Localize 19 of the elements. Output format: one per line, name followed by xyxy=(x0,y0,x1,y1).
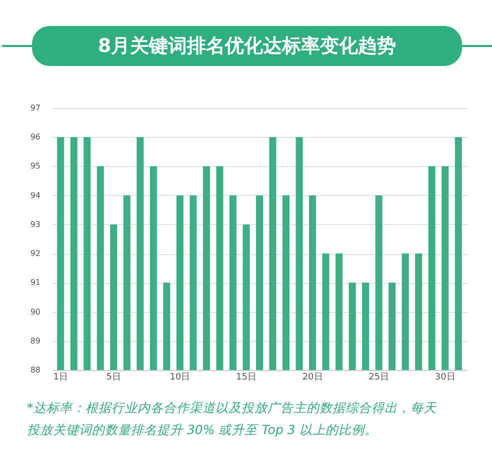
y-tick-label: 93 xyxy=(30,220,40,229)
y-tick-label: 95 xyxy=(30,162,40,171)
x-tick-label: 5日 xyxy=(106,372,122,382)
x-tick-label: 30日 xyxy=(434,372,456,382)
x-tick-label: 1日 xyxy=(53,372,68,382)
chart-title: 8月关键词排名优化达标率变化趋势 xyxy=(98,35,396,57)
y-tick-label: 92 xyxy=(30,249,40,258)
y-tick-label: 88 xyxy=(30,366,40,374)
x-tick-label: 25日 xyxy=(368,372,390,382)
x-tick-label: 10日 xyxy=(170,372,190,382)
y-tick-label: 89 xyxy=(30,336,40,346)
text: *达标率：根据行业内各合作渠道以及投放广告主的数据综合得出，每天投放关键词的数量排名提升 30% 或升至 Top 3 以上的比例。 xyxy=(27,400,436,437)
y-tick-label: 96 xyxy=(30,132,40,142)
x-tick-label: 15日 xyxy=(236,372,256,382)
x-tick-label: 20日 xyxy=(302,372,323,382)
y-tick-label: 94 xyxy=(30,190,40,200)
y-tick-label: 91 xyxy=(30,278,40,288)
y-tick-label: 97 xyxy=(30,104,40,112)
y-tick-label: 90 xyxy=(30,307,40,316)
